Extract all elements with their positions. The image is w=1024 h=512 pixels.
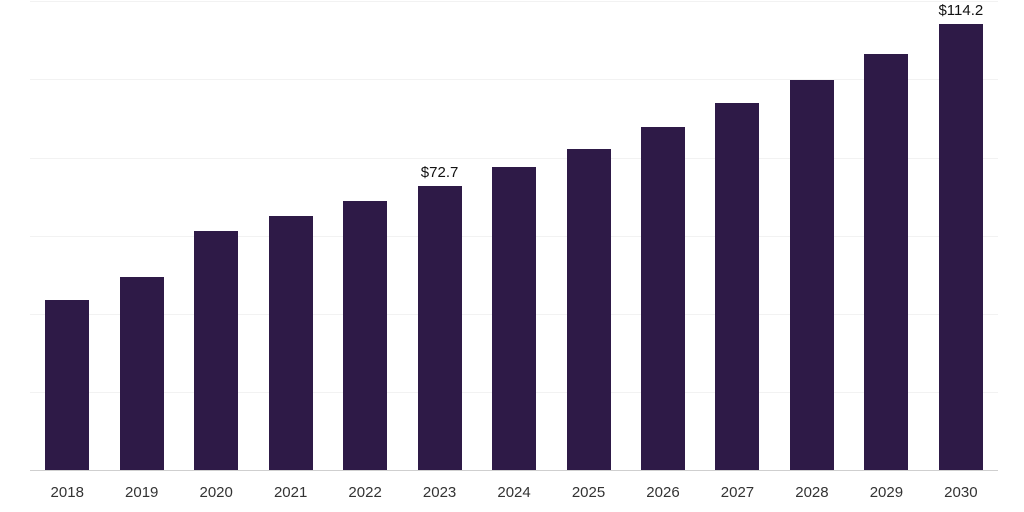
bar-2025 [566, 148, 611, 470]
bar-group-2020 [179, 0, 253, 470]
x-axis-label-2019: 2019 [125, 484, 159, 501]
bars-layer: $72.7 $114.2 [30, 0, 998, 470]
bar-2019 [119, 277, 164, 470]
gridline [30, 157, 998, 159]
gridline [30, 1, 998, 3]
bar-group-2028 [775, 0, 849, 470]
bar-2021 [268, 216, 313, 470]
x-axis: 2018 2019 2020 2021 2022 2023 2024 2025 2026 2027… [30, 470, 998, 501]
bar-2028 [789, 79, 834, 470]
bar-value-label: $114.2 [938, 2, 984, 19]
x-axis-label-2024: 2024 [497, 484, 531, 501]
x-axis-label-2023: 2023 [422, 484, 457, 501]
bar-group-2021 [253, 0, 327, 470]
x-axis-label-2027: 2027 [720, 484, 755, 501]
bar-2023 [417, 186, 462, 470]
x-axis-label-2029: 2029 [869, 484, 904, 501]
x-axis-label-2026: 2026 [646, 484, 680, 501]
bar-group-2023: $72.7 [402, 0, 476, 470]
x-axis-label-2018: 2018 [50, 484, 84, 501]
bar-group-2018 [30, 0, 104, 470]
bar-2022 [343, 200, 388, 470]
bar-group-2027 [700, 0, 774, 470]
gridline [30, 79, 998, 81]
bar-group-2019 [104, 0, 178, 470]
bar-value-label: $72.7 [420, 164, 459, 182]
bar-2024 [492, 166, 537, 470]
bar-2020 [194, 231, 239, 470]
x-axis-label-2030: 2030 [944, 484, 978, 501]
bar-group-2029 [849, 0, 923, 470]
bar-2026 [640, 127, 685, 470]
bar-2018 [45, 299, 90, 470]
bar-group-2025 [551, 0, 625, 470]
x-axis-label-2022: 2022 [348, 484, 382, 501]
plot-area: $72.7 $114.2 [30, 0, 998, 470]
bar-2029 [864, 54, 909, 470]
x-axis-label-2025: 2025 [571, 484, 606, 501]
bar-group-2022 [328, 0, 402, 470]
bar-group-2024 [477, 0, 551, 470]
x-axis-label-2028: 2028 [795, 484, 829, 501]
x-axis-label-2021: 2021 [273, 484, 308, 501]
bar-group-2026 [626, 0, 700, 470]
bar-2027 [715, 102, 760, 470]
bar-group-2030: $114.2 [924, 0, 998, 470]
bar-2030 [938, 24, 983, 470]
x-axis-label-2020: 2020 [199, 484, 233, 501]
